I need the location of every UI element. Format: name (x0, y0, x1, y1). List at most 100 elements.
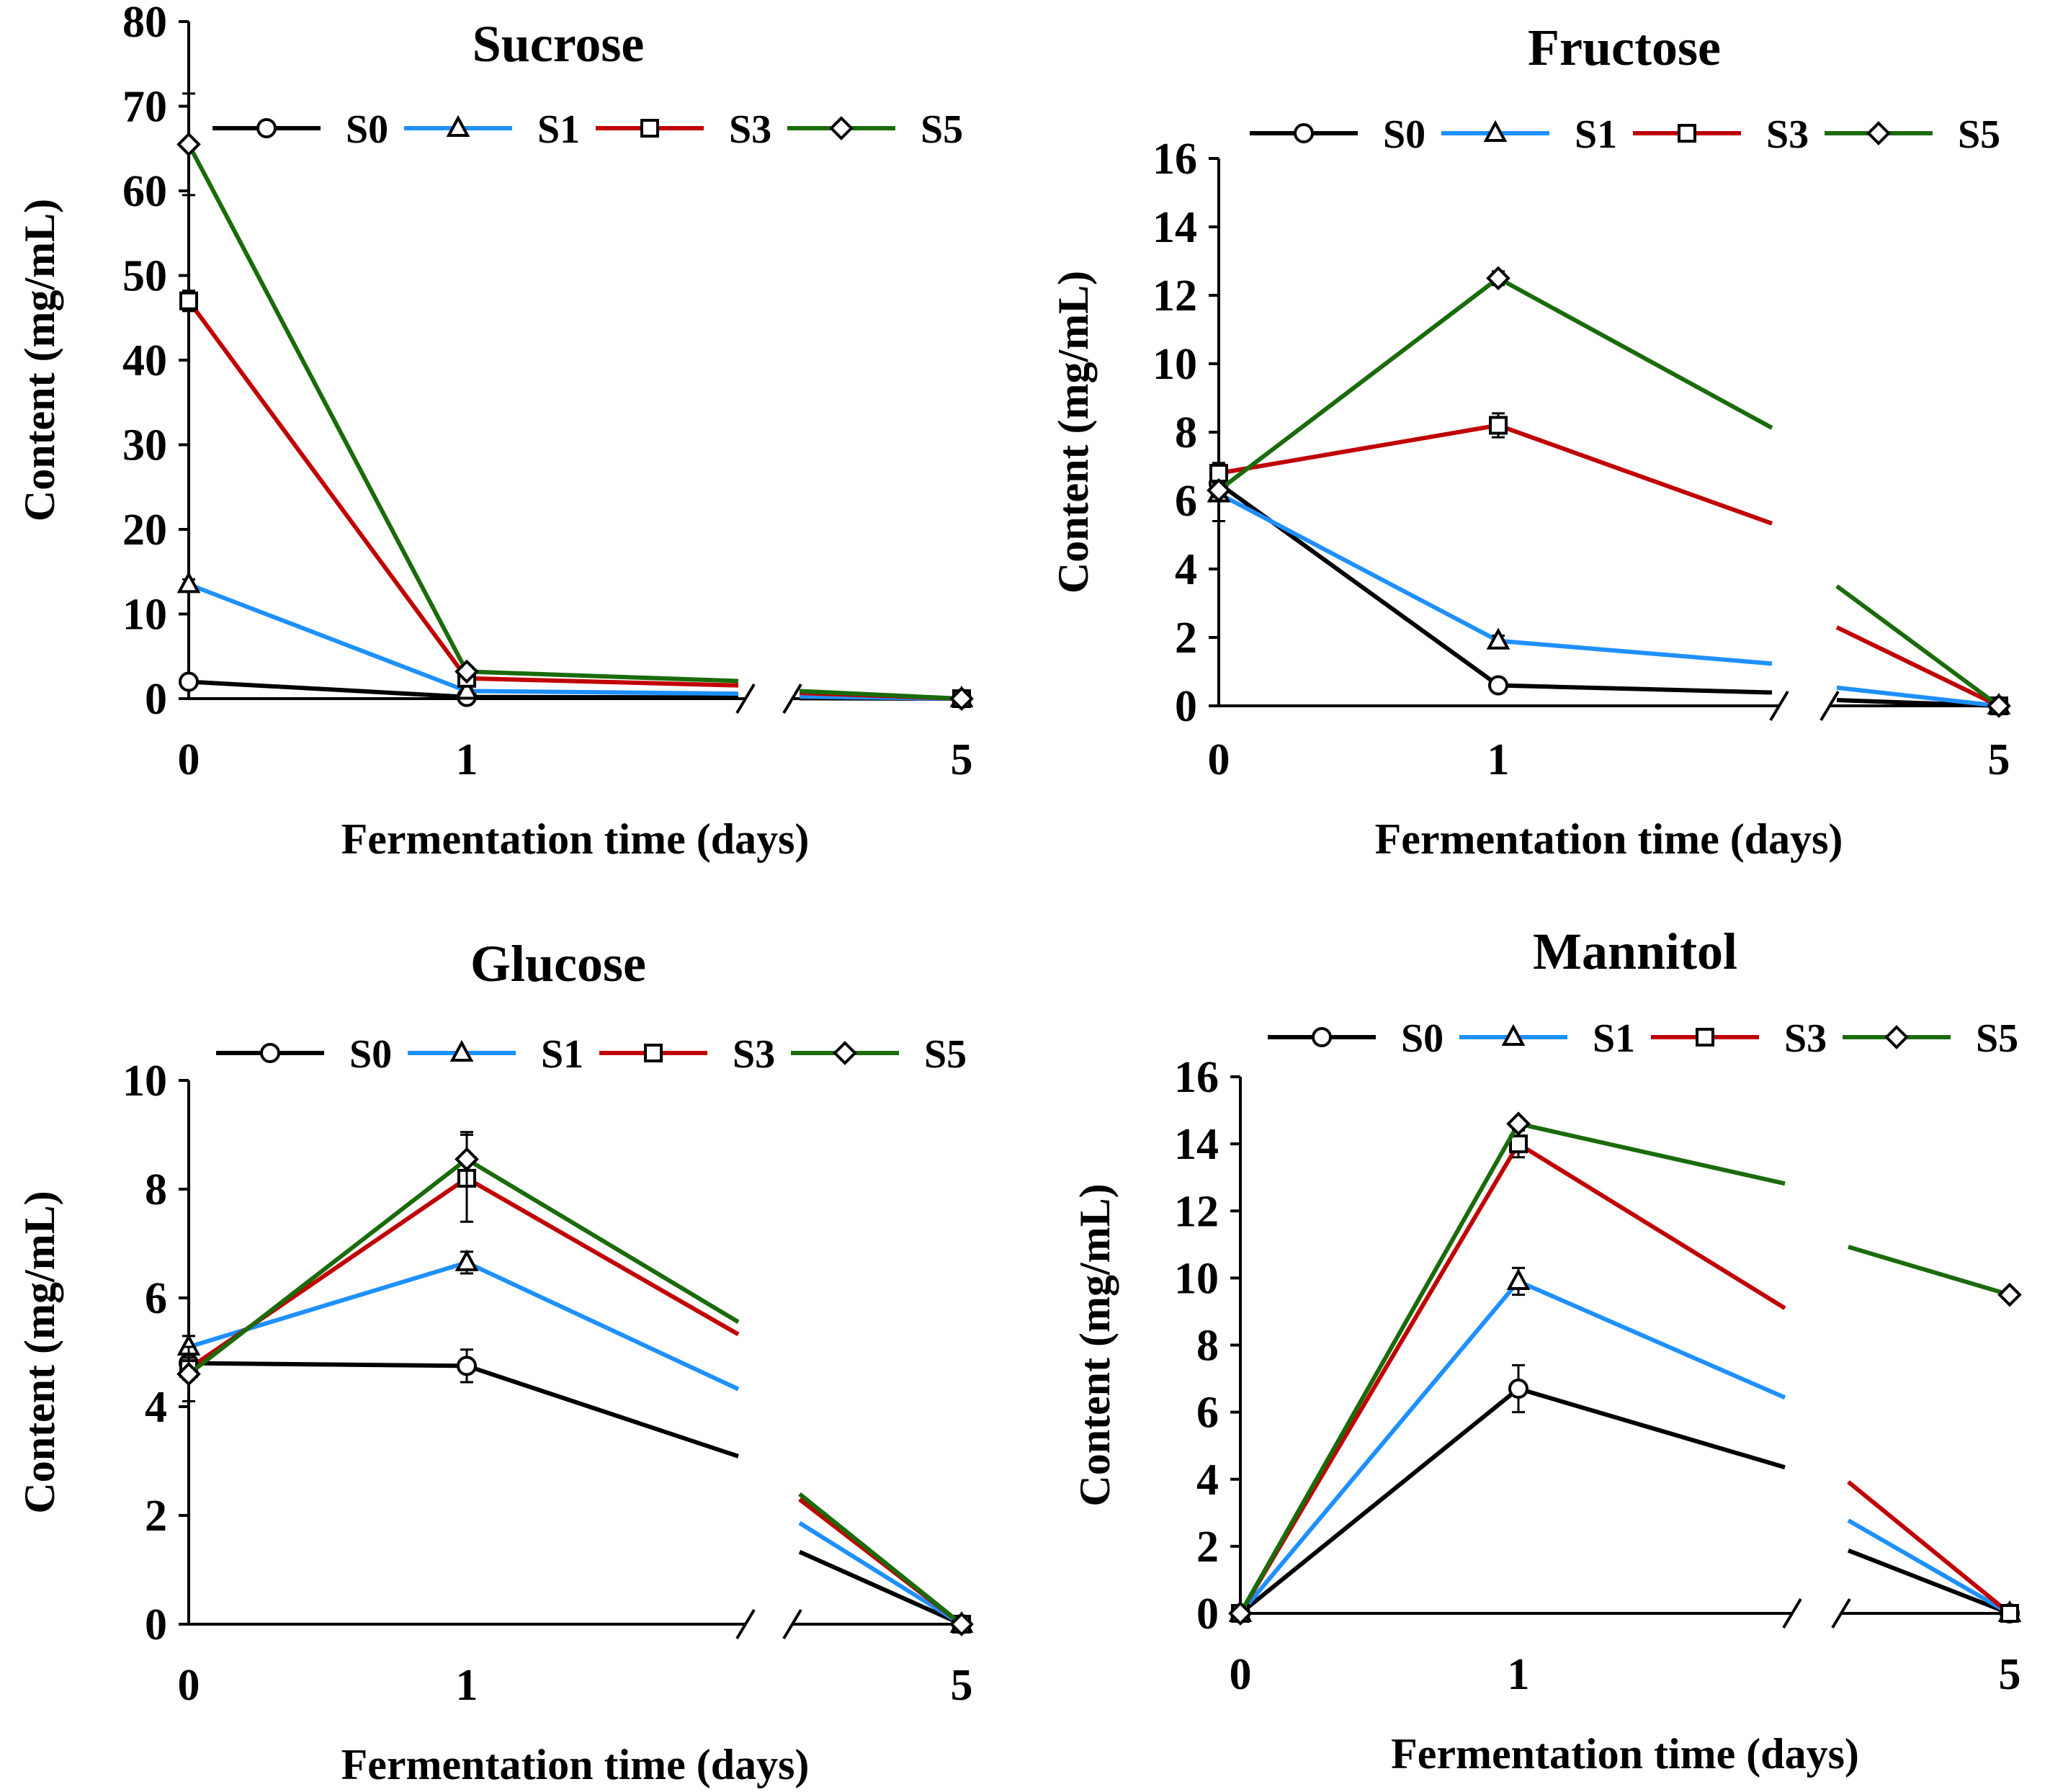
legend-label: S1 (1575, 112, 1617, 157)
y-axis-label: Content (mg/mL) (1071, 1183, 1119, 1506)
chart-panel-fructose: Fructose 0 2 4 6 8 10 12 14 16 0 1 5 Fermentation tim… (1049, 19, 2011, 863)
axis-break-mark (735, 1608, 756, 1640)
legend-item-s5: S5 (1843, 1016, 2018, 1061)
series-line (1835, 625, 2000, 708)
x-tick-label: 5 (951, 1661, 973, 1710)
x-tick-label: 5 (1988, 735, 2010, 784)
y-tick-label: 14 (1152, 203, 1197, 252)
y-axis-label: Content (mg/mL) (16, 1191, 63, 1513)
series-line (1848, 1245, 2010, 1297)
y-tick-label: 0 (145, 1600, 167, 1649)
axis-break-mark (1831, 1598, 1851, 1629)
series-s1 (1207, 465, 2011, 714)
series-s5 (176, 1131, 974, 1636)
series-s0 (179, 1348, 972, 1634)
data-point-diamond-icon (176, 1361, 201, 1386)
series-s1 (1228, 1266, 2022, 1622)
x-tick-label: 5 (951, 735, 973, 784)
legend-item-s0: S0 (1250, 112, 1425, 157)
data-point-diamond-icon (1987, 694, 2011, 718)
y-tick-label: 10 (1174, 1254, 1219, 1303)
data-point-diamond-icon (455, 1147, 479, 1172)
legend-label: S0 (346, 107, 388, 152)
y-tick-label: 70 (122, 83, 167, 132)
series-line (1847, 1480, 2011, 1616)
y-tick-label: 12 (1152, 272, 1197, 321)
legend-item-s3: S3 (596, 107, 771, 152)
legend-label: S1 (1593, 1016, 1635, 1061)
axis-break-mark (782, 1608, 802, 1640)
series-line (1238, 1278, 1786, 1615)
chart-title: Fructose (1528, 19, 1721, 76)
y-tick-label: 6 (145, 1274, 167, 1323)
x-tick-label: 1 (456, 735, 478, 784)
legend-label: S0 (349, 1032, 392, 1077)
series-s0 (1209, 473, 2009, 716)
y-tick-label: 8 (1175, 408, 1197, 457)
legend-item-s3: S3 (1633, 112, 1809, 157)
legend-item-s3: S3 (1651, 1016, 1827, 1061)
series-line (798, 1492, 963, 1626)
legend-label: S0 (1401, 1016, 1443, 1061)
y-tick-label: 6 (1196, 1389, 1219, 1438)
legend-marker-diamond-icon (829, 116, 854, 140)
data-point-circle-icon (457, 1356, 477, 1376)
data-point-square-icon (1509, 1134, 1528, 1154)
legend-label: S3 (1784, 1016, 1827, 1061)
y-tick-label: 4 (1175, 545, 1197, 594)
legend-marker-triangle-icon (449, 1039, 474, 1062)
x-tick-label: 1 (1508, 1650, 1530, 1699)
legend-marker-diamond-icon (1884, 1025, 1909, 1049)
x-tick-label: 0 (178, 1661, 200, 1710)
x-axis-label: Fermentation time (days) (341, 1741, 810, 1788)
chart-panel-glucose: Glucose 0 2 4 6 8 10 0 1 5 Fermentation time (days… (16, 935, 974, 1788)
data-point-diamond-icon (949, 1612, 974, 1636)
y-tick-label: 30 (122, 421, 167, 470)
legend-item-s0: S0 (216, 1032, 392, 1077)
data-point-square-icon (2000, 1604, 2019, 1623)
y-tick-label: 20 (122, 506, 167, 555)
legend-item-s1: S1 (408, 1032, 583, 1077)
legend-label: S1 (537, 107, 580, 152)
series-line (1218, 423, 1773, 526)
y-tick-label: 50 (122, 252, 167, 301)
series-line (187, 299, 739, 688)
legend-marker-square-icon (644, 1044, 663, 1062)
chart-panel-mannitol: Mannitol 0 2 4 6 8 10 12 14 16 0 1 5 Fermentation tim… (1071, 923, 2022, 1778)
series-line (1835, 584, 2000, 708)
legend-item-s0: S0 (1268, 1016, 1443, 1061)
legend-label: S1 (541, 1032, 583, 1077)
series-line (798, 1520, 963, 1626)
x-tick-label: 1 (1487, 735, 1510, 784)
y-axis-label: Content (mg/mL) (16, 199, 63, 521)
data-point-diamond-icon (1207, 478, 1231, 503)
y-tick-label: 80 (122, 0, 167, 47)
y-tick-label: 4 (1196, 1456, 1219, 1505)
chart-title: Glucose (470, 935, 646, 993)
y-tick-label: 60 (122, 167, 167, 216)
y-tick-label: 2 (145, 1492, 167, 1541)
legend-item-s0: S0 (212, 107, 388, 152)
legend-marker-circle-icon (256, 118, 277, 138)
data-point-diamond-icon (1997, 1282, 2022, 1307)
legend-label: S5 (921, 107, 963, 152)
series-line (1238, 1121, 1786, 1615)
axis-break-mark (1769, 690, 1789, 722)
data-point-diamond-icon (176, 132, 201, 157)
y-tick-label: 0 (1196, 1590, 1219, 1639)
legend-item-s1: S1 (1441, 112, 1617, 157)
data-point-diamond-icon (949, 686, 974, 711)
data-point-square-icon (1489, 416, 1508, 435)
legend-label: S3 (729, 107, 771, 152)
chart-title: Sucrose (473, 15, 645, 73)
legend-marker-square-icon (1696, 1028, 1714, 1047)
y-tick-label: 10 (122, 591, 167, 640)
data-point-triangle-icon (1486, 627, 1510, 650)
legend-marker-diamond-icon (833, 1041, 857, 1065)
data-point-circle-icon (1508, 1379, 1528, 1399)
data-point-diamond-icon (1506, 1111, 1531, 1137)
legend-item-s1: S1 (404, 107, 580, 152)
y-tick-label: 40 (122, 336, 167, 385)
data-point-diamond-icon (1228, 1601, 1253, 1626)
